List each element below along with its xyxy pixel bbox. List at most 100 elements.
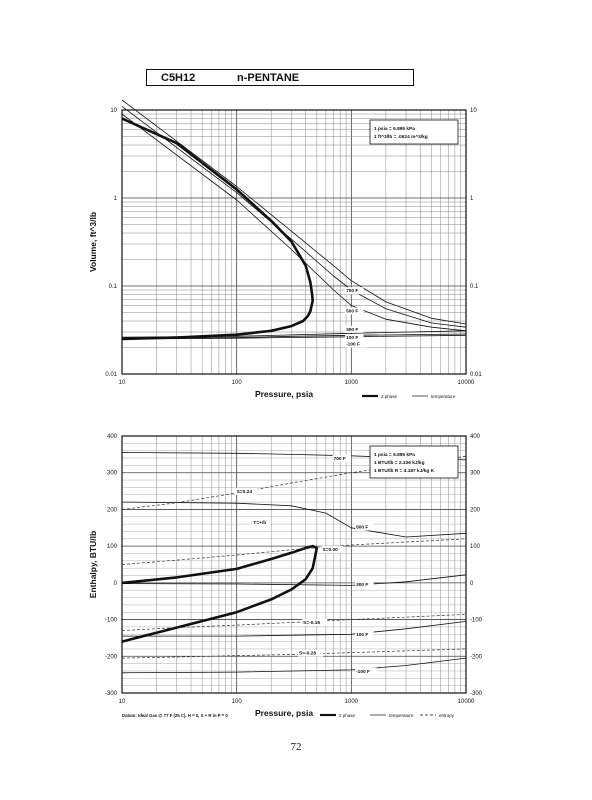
y-tick-label: -300 bbox=[105, 691, 118, 697]
annotation-bg bbox=[235, 487, 258, 495]
x-tick-label: 10 bbox=[119, 380, 126, 386]
y-tick-label: 300 bbox=[107, 471, 118, 477]
units-box bbox=[369, 445, 459, 479]
chart-title-box: C5H12 n-PENTANE bbox=[146, 69, 414, 86]
series-line-2-phase bbox=[121, 117, 315, 341]
series-line-300-F bbox=[121, 330, 467, 338]
units-conversion-text: 1 psia = 6.895 kPa bbox=[374, 126, 415, 132]
curve-annotation: S=0.00 bbox=[322, 547, 338, 553]
curve-annotation: S=-0.28 bbox=[299, 650, 316, 656]
curve-annotation: 100 F bbox=[346, 335, 358, 341]
series-line-S-0-15 bbox=[121, 614, 467, 631]
series-line-curve bbox=[121, 99, 467, 325]
y-tick-label-right: 200 bbox=[470, 507, 481, 513]
annotation-bg bbox=[355, 667, 377, 675]
units-box bbox=[369, 119, 459, 145]
series-line-2-phase bbox=[121, 544, 319, 643]
y-tick-label: 0 bbox=[114, 581, 118, 587]
annotation-bg bbox=[302, 618, 328, 626]
curve-annotation: 500 F bbox=[356, 525, 368, 531]
plot-frame bbox=[121, 109, 467, 375]
annotation-bg bbox=[355, 580, 374, 588]
compound-name: n-PENTANE bbox=[237, 72, 300, 84]
curve-annotation: 500 F bbox=[346, 308, 358, 314]
series-line-100-F bbox=[121, 333, 467, 339]
annotation-bg bbox=[321, 545, 344, 553]
annotation-bg bbox=[355, 631, 374, 639]
x-tick-label: 10000 bbox=[458, 699, 475, 705]
annotation-bg bbox=[345, 287, 364, 295]
annotation-bg bbox=[345, 325, 364, 333]
y-axis-label: Enthalpy, BTU/lb bbox=[88, 531, 98, 598]
units-conversion-text: 1 ft^3/lb = .0624 m^3/kg bbox=[374, 134, 428, 140]
curve-annotation: T=+/b bbox=[253, 520, 266, 526]
curve-annotation: S=0.24 bbox=[237, 489, 253, 495]
x-axis-label: Pressure, psia bbox=[255, 708, 313, 718]
x-tick-label: 10000 bbox=[458, 380, 475, 386]
legend-label: 2 phase bbox=[339, 713, 356, 718]
y-tick-label-right: 1 bbox=[470, 196, 474, 202]
x-tick-label: 1000 bbox=[345, 699, 359, 705]
series-line-S-0-00 bbox=[121, 538, 467, 565]
series-line-500-F bbox=[121, 113, 467, 332]
curve-annotation: 300 F bbox=[356, 582, 368, 588]
units-conversion-text: 1 BTU/lb = 2.326 kJ/kg bbox=[374, 460, 425, 466]
curve-annotation: 300 F bbox=[346, 327, 358, 333]
y-tick-label-right: 400 bbox=[470, 434, 481, 440]
y-tick-label: 0.1 bbox=[109, 284, 118, 290]
chart-1 bbox=[121, 99, 467, 398]
curve-annotation: -100 F bbox=[346, 342, 360, 348]
y-tick-label-right: -100 bbox=[470, 618, 483, 624]
annotation-bg bbox=[345, 340, 367, 348]
y-tick-label-right: 0.01 bbox=[470, 372, 482, 378]
x-tick-label: 100 bbox=[232, 380, 243, 386]
datum-footnote: Datum: Ideal Gas @ 77 F (25 C). H = 0, S… bbox=[122, 713, 228, 718]
x-tick-label: 1000 bbox=[345, 380, 359, 386]
curve-annotation: 700 F bbox=[346, 288, 358, 294]
annotation-bg bbox=[298, 649, 324, 657]
y-tick-label: 1 bbox=[114, 196, 118, 202]
curve-annotation: 100 F bbox=[356, 632, 368, 638]
legend-label: temperature bbox=[431, 394, 456, 399]
x-tick-label: 10 bbox=[119, 699, 126, 705]
compound-formula: C5H12 bbox=[161, 72, 196, 84]
y-tick-label: -100 bbox=[105, 618, 118, 624]
y-tick-label-right: 300 bbox=[470, 471, 481, 477]
y-tick-label-right: 0.1 bbox=[470, 284, 479, 290]
y-tick-label-right: 10 bbox=[470, 108, 477, 114]
series-line-200-F bbox=[121, 334, 467, 340]
units-conversion-text: 1 BTU/lb R = 4.187 kJ/kg K bbox=[374, 468, 435, 474]
units-conversion-text: 1 psia = 6.895 kPa bbox=[374, 452, 415, 458]
y-tick-label: 0.01 bbox=[105, 372, 117, 378]
x-axis-label: Pressure, psia bbox=[255, 389, 313, 399]
legend-label: 2 phase bbox=[381, 394, 398, 399]
y-tick-label-right: -200 bbox=[470, 654, 483, 660]
y-tick-label-right: 0 bbox=[470, 581, 474, 587]
series-line--100-F bbox=[121, 657, 467, 674]
y-tick-label-right: 100 bbox=[470, 544, 481, 550]
x-tick-label: 100 bbox=[232, 699, 243, 705]
page-number: 72 bbox=[290, 741, 302, 753]
legend-label: temperature bbox=[389, 713, 414, 718]
curve-annotation: 700 F bbox=[334, 456, 346, 462]
y-tick-label: 10 bbox=[110, 108, 117, 114]
series-line-700-F bbox=[121, 106, 467, 328]
annotation-bg bbox=[332, 454, 352, 462]
y-tick-label-right: -300 bbox=[470, 691, 483, 697]
annotation-bg bbox=[252, 519, 271, 527]
chart-2 bbox=[121, 435, 467, 717]
y-tick-label: 400 bbox=[107, 434, 118, 440]
y-tick-label: -200 bbox=[105, 654, 118, 660]
annotation-bg bbox=[345, 307, 364, 315]
annotation-bg bbox=[345, 333, 364, 341]
y-tick-label: 200 bbox=[107, 507, 118, 513]
legend-label: entropy bbox=[439, 713, 455, 718]
curve-annotation: S=-0.15 bbox=[303, 620, 320, 626]
series-line-300-F bbox=[121, 574, 467, 586]
curve-annotation: -100 F bbox=[356, 669, 370, 675]
y-axis-label: Volume, ft^3/lb bbox=[88, 212, 98, 272]
series-line-100-F bbox=[122, 621, 467, 637]
series-line-S-0-28 bbox=[121, 648, 467, 659]
series-line-500-F bbox=[121, 501, 467, 538]
